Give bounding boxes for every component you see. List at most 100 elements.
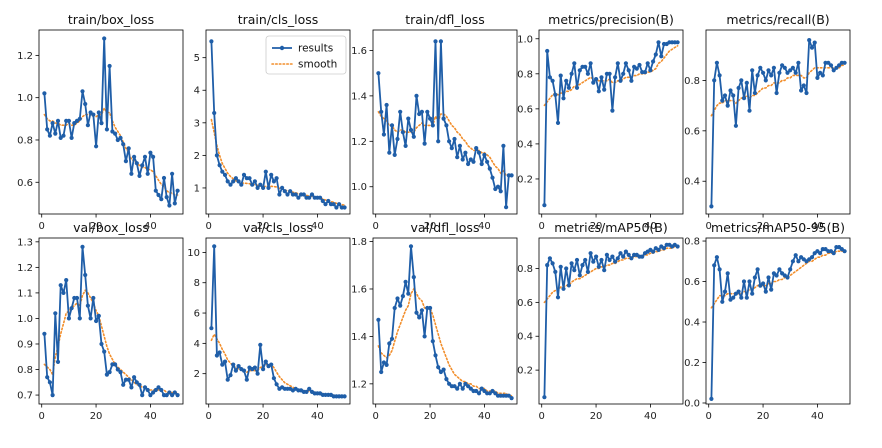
results-point xyxy=(731,295,736,300)
results-point xyxy=(331,202,336,207)
y-tick-label: 0.4 xyxy=(517,139,533,150)
results-point xyxy=(74,295,80,301)
results-point xyxy=(771,65,777,70)
results-point xyxy=(828,63,834,68)
results-point xyxy=(588,61,593,66)
results-point xyxy=(175,393,180,398)
results-point xyxy=(148,393,153,398)
y-tick-label: 1.4 xyxy=(351,332,367,343)
results-point xyxy=(151,154,156,159)
results-point xyxy=(288,189,293,194)
x-tick-label: 40 xyxy=(311,221,324,232)
results-point xyxy=(712,263,717,268)
results-point xyxy=(255,371,260,376)
results-point xyxy=(785,70,790,75)
y-tick-label: 0.6 xyxy=(517,104,533,115)
legend-results-label: results xyxy=(298,43,333,55)
y-tick-label: 2 xyxy=(194,369,200,380)
results-point xyxy=(504,205,509,210)
results-point xyxy=(804,90,809,96)
results-point xyxy=(159,197,164,202)
y-tick-label: 0.4 xyxy=(684,318,700,329)
results-point xyxy=(583,257,588,263)
results-point xyxy=(547,256,553,261)
results-point xyxy=(733,123,739,128)
y-tick-label: 4 xyxy=(194,86,200,97)
results-point xyxy=(99,341,104,347)
results-point xyxy=(577,273,582,278)
results-point xyxy=(656,247,661,252)
results-point xyxy=(104,127,109,132)
results-point xyxy=(777,70,782,75)
results-point xyxy=(419,109,424,114)
results-point xyxy=(167,203,172,208)
results-point xyxy=(153,387,158,393)
results-point xyxy=(739,295,744,300)
axes-frame xyxy=(705,237,851,405)
results-point xyxy=(714,255,720,260)
results-point xyxy=(47,380,53,385)
results-point xyxy=(588,251,593,256)
results-point xyxy=(307,386,312,391)
subplot-metrics-precision: metrics/precision(B) 0 20 40 0.2 0.4 0.6 0.8 1.0 xyxy=(517,12,684,232)
results-point xyxy=(118,370,123,375)
results-point xyxy=(648,68,653,73)
results-point xyxy=(709,396,714,401)
y-tick-label: 0.2 xyxy=(517,366,533,377)
results-point xyxy=(550,78,555,83)
results-point xyxy=(159,387,164,393)
results-point xyxy=(241,172,247,177)
x-tick-label: 40 xyxy=(811,221,824,232)
results-point xyxy=(419,308,424,313)
results-point xyxy=(214,353,219,358)
results-point xyxy=(134,161,139,166)
results-point xyxy=(834,65,839,70)
results-point xyxy=(482,152,487,157)
results-point xyxy=(99,121,104,126)
results-point xyxy=(217,163,222,168)
results-point xyxy=(782,65,787,70)
results-point xyxy=(790,259,796,264)
subplot-title: val/box_loss xyxy=(73,220,149,235)
results-point xyxy=(763,78,768,83)
results-point xyxy=(387,341,392,346)
results-point xyxy=(261,185,266,190)
results-point xyxy=(239,182,244,187)
results-point xyxy=(509,396,514,401)
smooth-series-line xyxy=(43,289,179,394)
results-point xyxy=(599,257,604,263)
results-point xyxy=(342,394,347,399)
results-point xyxy=(134,380,139,385)
results-point xyxy=(599,75,604,80)
axes-frame xyxy=(372,237,518,405)
axes-frame xyxy=(38,29,184,215)
results-point xyxy=(761,281,766,286)
results-point xyxy=(498,189,503,194)
results-point xyxy=(659,54,664,59)
results-point xyxy=(626,252,631,257)
results-point xyxy=(301,192,306,197)
results-point xyxy=(334,205,339,210)
results-point xyxy=(602,87,607,92)
results-point xyxy=(777,267,782,272)
results-point xyxy=(444,123,449,128)
results-point xyxy=(64,278,69,283)
results-point xyxy=(812,40,817,45)
results-point xyxy=(233,368,238,373)
results-series-line xyxy=(377,245,513,399)
results-point xyxy=(591,80,596,85)
results-point xyxy=(274,176,279,181)
results-point xyxy=(212,110,217,116)
x-tick-label: 40 xyxy=(811,411,824,422)
results-point xyxy=(545,48,550,54)
y-tick-label: 0.8 xyxy=(17,135,33,146)
subplot-title: val/cls_loss xyxy=(243,220,313,235)
results-point xyxy=(123,159,128,164)
subplot-train-cls-loss: train/cls_loss 0 20 40 1 2 3 4 5 xyxy=(194,12,351,232)
y-tick-label: 0.6 xyxy=(684,277,700,288)
results-point xyxy=(45,127,50,132)
y-tick-label: 1.2 xyxy=(351,379,367,390)
results-point xyxy=(818,251,823,256)
results-point xyxy=(485,159,490,164)
results-point xyxy=(613,259,618,264)
